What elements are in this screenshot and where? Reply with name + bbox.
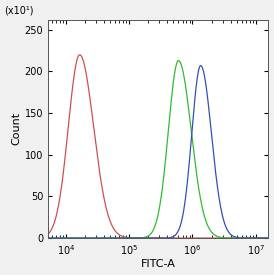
X-axis label: FITC-A: FITC-A: [141, 259, 176, 270]
Text: (x10¹): (x10¹): [4, 6, 33, 15]
Y-axis label: Count: Count: [12, 112, 22, 145]
